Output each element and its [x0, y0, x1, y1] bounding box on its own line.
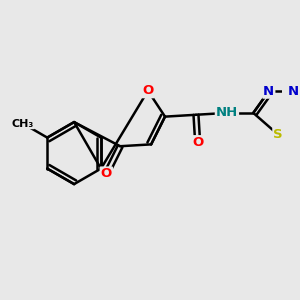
Text: NH: NH [216, 106, 238, 119]
Text: CH₃: CH₃ [12, 118, 34, 129]
Text: N: N [288, 85, 299, 98]
Text: S: S [273, 128, 283, 141]
Text: O: O [192, 136, 203, 149]
Text: O: O [142, 84, 154, 97]
Text: N: N [263, 85, 275, 98]
Text: O: O [101, 167, 112, 181]
